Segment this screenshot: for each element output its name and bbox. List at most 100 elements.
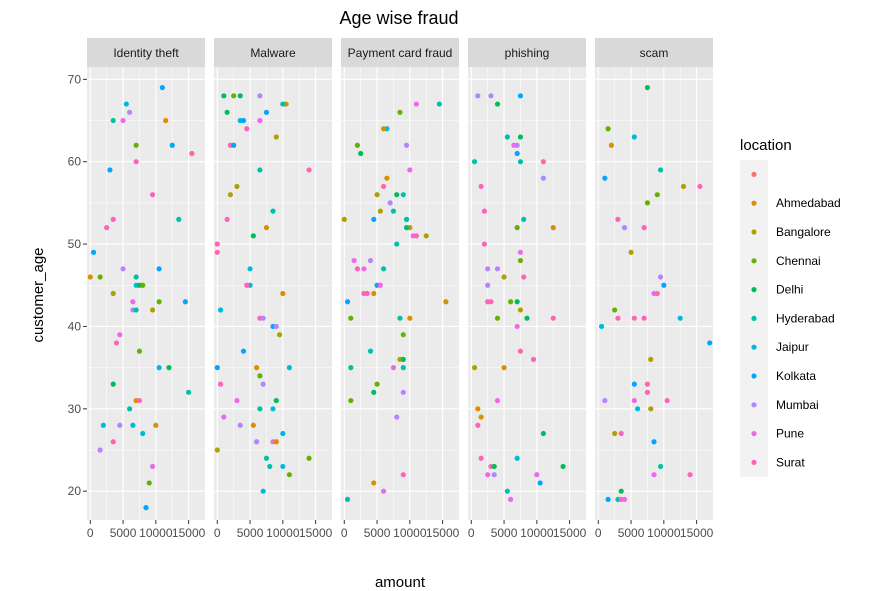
legend-label: Pune xyxy=(776,427,804,441)
data-point xyxy=(517,307,524,313)
x-tick-label: 15000 xyxy=(172,526,206,540)
data-point xyxy=(276,332,283,338)
data-point xyxy=(612,430,618,437)
data-point xyxy=(189,150,195,157)
data-point xyxy=(478,455,484,461)
data-point xyxy=(263,225,270,231)
legend-label: Delhi xyxy=(776,283,803,297)
legend-label: Ahmedabad xyxy=(776,196,841,210)
data-point xyxy=(494,101,501,107)
data-point xyxy=(224,216,230,222)
facet-strip xyxy=(87,38,205,67)
data-point xyxy=(407,167,413,173)
data-point xyxy=(374,381,380,387)
facet-panel: phishing 0 5000 10000 15000 xyxy=(468,38,587,540)
data-point xyxy=(237,93,243,99)
data-point xyxy=(273,439,279,445)
legend-item: Jaipur xyxy=(740,332,809,362)
data-point xyxy=(400,365,406,371)
legend-label: Chennai xyxy=(776,254,821,268)
data-point xyxy=(367,257,374,264)
data-point xyxy=(163,117,169,124)
data-point xyxy=(240,117,247,124)
legend-label: Hyderabad xyxy=(776,311,835,325)
data-point xyxy=(381,488,387,494)
x-tick-label: 5000 xyxy=(237,526,264,540)
data-point xyxy=(156,266,162,272)
data-point xyxy=(120,266,126,272)
y-tick-label: 50 xyxy=(68,237,82,251)
legend-item: Hyderabad xyxy=(740,304,835,333)
x-tick-label: 10000 xyxy=(393,526,427,540)
data-point xyxy=(381,266,387,272)
panel-background xyxy=(214,67,332,520)
data-point xyxy=(517,93,524,99)
legend-swatch xyxy=(751,315,757,321)
data-point xyxy=(374,192,380,198)
data-point xyxy=(504,134,510,140)
data-point xyxy=(140,430,146,437)
y-tick-label: 20 xyxy=(68,484,82,498)
data-point xyxy=(494,397,501,404)
data-point xyxy=(227,192,233,198)
data-point xyxy=(605,496,611,503)
data-point xyxy=(644,389,651,395)
legend-swatch xyxy=(751,431,757,437)
x-tick-label: 0 xyxy=(214,526,221,540)
legend-swatch xyxy=(751,229,757,235)
data-point xyxy=(286,365,292,371)
data-point xyxy=(234,397,240,404)
data-point xyxy=(244,282,250,288)
data-point xyxy=(377,282,383,288)
legend-item xyxy=(740,160,768,189)
data-point xyxy=(344,496,351,503)
data-point xyxy=(648,356,654,362)
data-point xyxy=(631,315,637,321)
legend-item: Chennai xyxy=(740,246,821,276)
data-point xyxy=(257,93,263,99)
data-point xyxy=(143,505,149,511)
data-point xyxy=(156,299,162,305)
data-point xyxy=(120,117,126,124)
data-point xyxy=(423,233,429,239)
data-point xyxy=(260,315,266,321)
data-point xyxy=(130,299,136,305)
data-point xyxy=(605,126,611,132)
data-point xyxy=(657,167,664,173)
facet-panel: scam 0 5000 10000 15000 xyxy=(595,38,714,540)
data-point xyxy=(110,290,116,297)
data-point xyxy=(400,192,406,198)
data-point xyxy=(644,381,651,387)
data-point xyxy=(501,274,507,280)
legend-swatch xyxy=(751,402,757,408)
data-point xyxy=(354,266,360,272)
data-point xyxy=(413,101,419,107)
data-point xyxy=(475,93,481,99)
legend-swatch xyxy=(751,344,757,350)
data-point xyxy=(680,183,687,190)
data-point xyxy=(166,365,172,371)
data-point xyxy=(530,356,537,362)
data-point xyxy=(133,142,139,148)
data-point xyxy=(306,455,312,461)
data-point xyxy=(537,480,543,486)
data-point xyxy=(488,93,494,99)
legend-item: Mumbai xyxy=(740,390,819,420)
data-point xyxy=(221,414,227,420)
data-point xyxy=(146,480,152,486)
data-point xyxy=(481,208,487,214)
data-point xyxy=(133,307,139,313)
data-point xyxy=(540,175,546,181)
y-tick-label: 30 xyxy=(68,402,82,416)
data-point xyxy=(280,463,286,470)
legend-item: Bangalore xyxy=(740,217,831,247)
x-tick-label: 10000 xyxy=(266,526,300,540)
data-point xyxy=(517,257,524,264)
data-point xyxy=(540,159,546,165)
legend-swatch xyxy=(751,459,757,465)
data-point xyxy=(508,299,514,305)
data-point xyxy=(697,183,703,190)
data-point xyxy=(641,315,647,321)
data-point xyxy=(407,315,413,321)
data-point xyxy=(371,216,377,222)
